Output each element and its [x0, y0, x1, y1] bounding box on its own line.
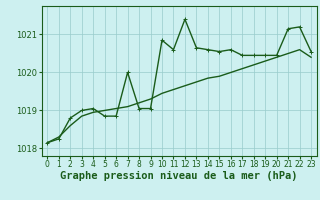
X-axis label: Graphe pression niveau de la mer (hPa): Graphe pression niveau de la mer (hPa) [60, 171, 298, 181]
